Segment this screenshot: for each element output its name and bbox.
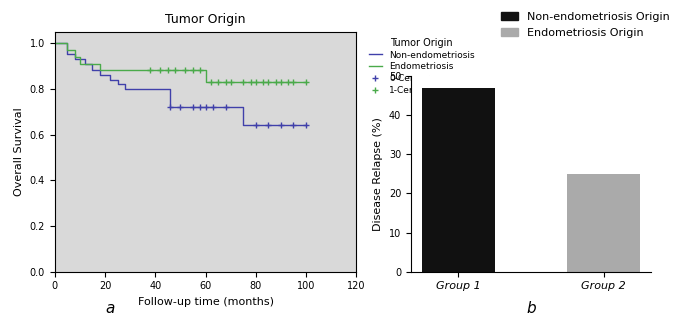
- Y-axis label: Overall Survival: Overall Survival: [14, 107, 24, 196]
- Y-axis label: Disease Relapse (%): Disease Relapse (%): [373, 117, 384, 231]
- Text: a: a: [105, 301, 114, 316]
- Legend: Non-endometriosis Origin, Endometriosis Origin: Non-endometriosis Origin, Endometriosis …: [497, 9, 673, 41]
- X-axis label: Follow-up time (months): Follow-up time (months): [138, 297, 273, 307]
- Legend: Non-endometriosis, Endometriosis, 0-Censors, 1-Censors: Non-endometriosis, Endometriosis, 0-Cens…: [366, 36, 477, 97]
- Title: Tumor Origin: Tumor Origin: [165, 13, 246, 26]
- Bar: [422, 88, 495, 272]
- Bar: [567, 174, 640, 272]
- Text: b: b: [526, 301, 536, 316]
